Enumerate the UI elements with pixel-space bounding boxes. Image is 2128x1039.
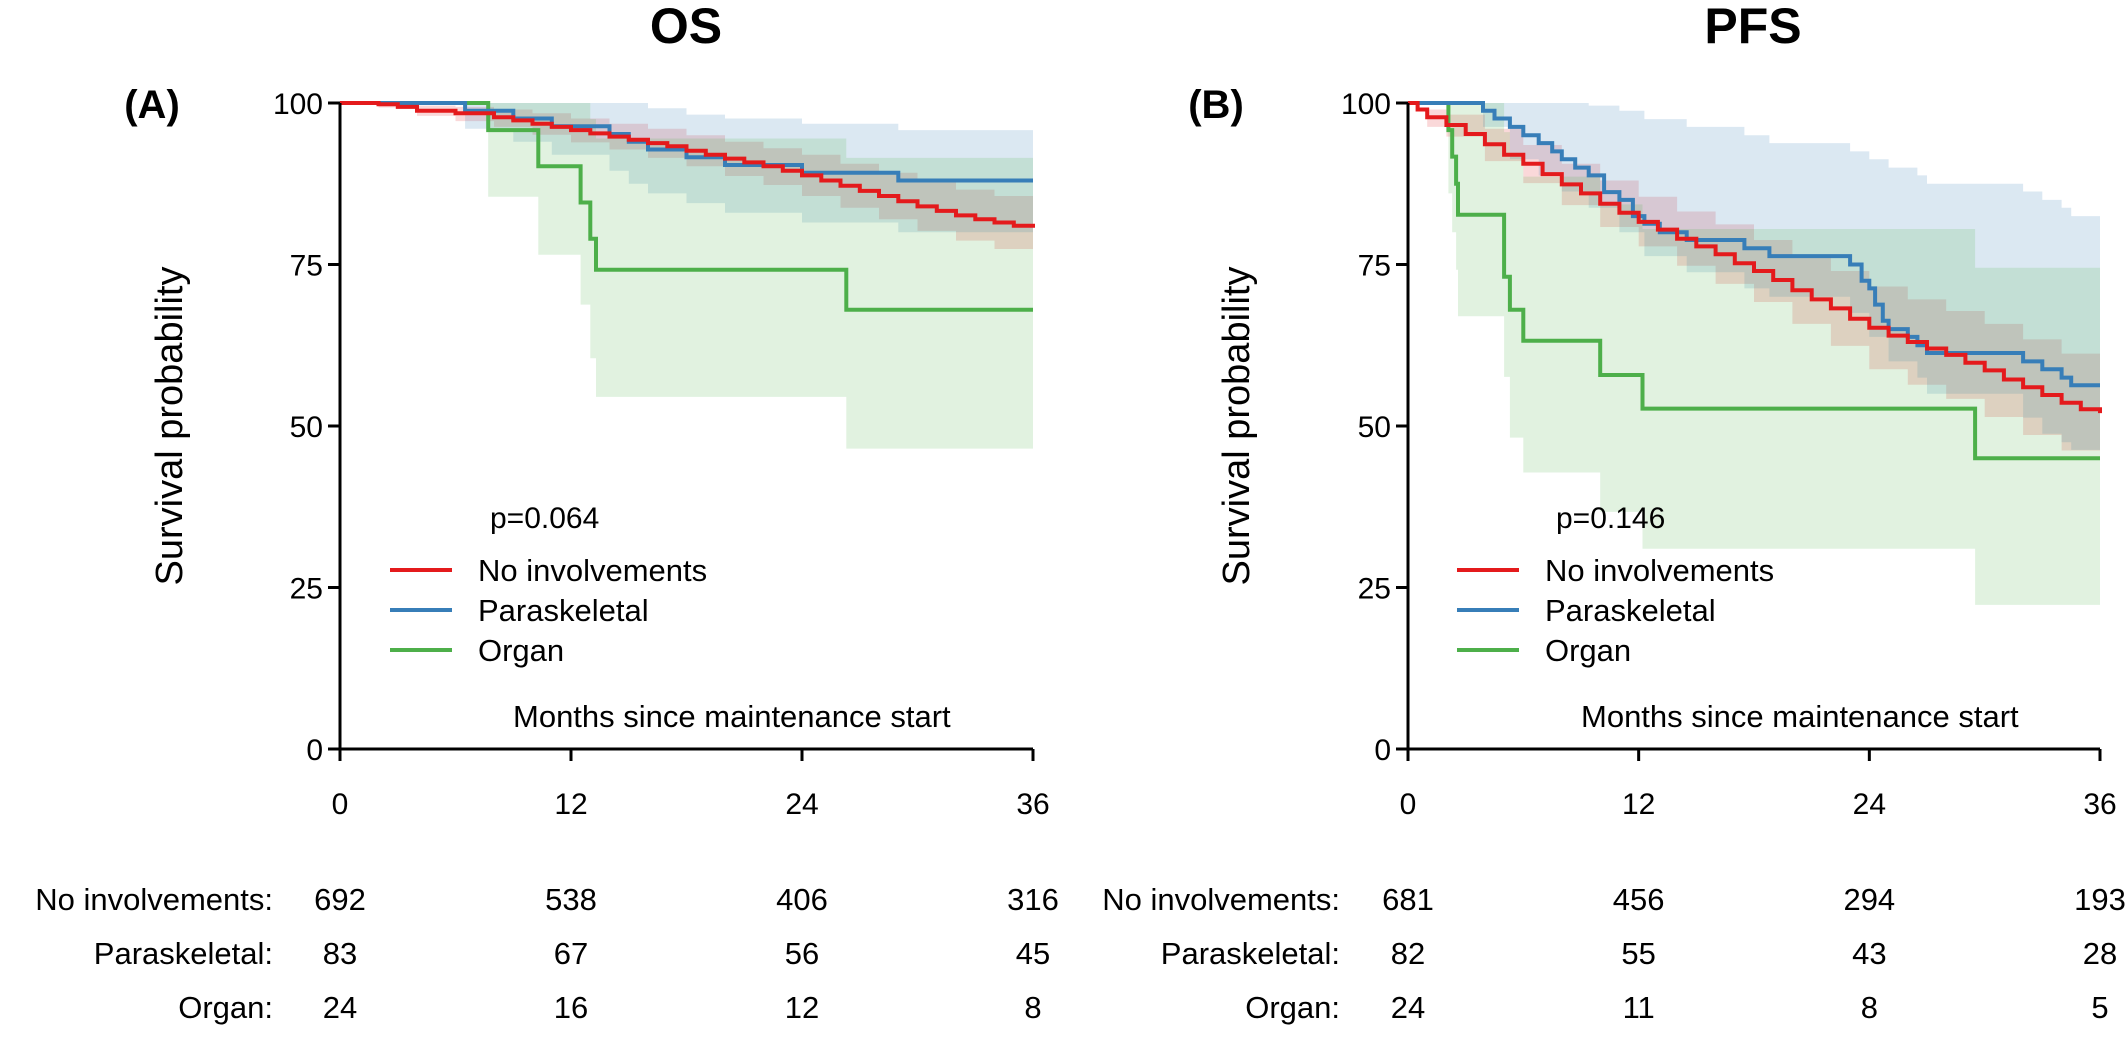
risk-value: 45 xyxy=(1016,936,1050,971)
organ-curve xyxy=(340,101,1033,312)
risk-value: 24 xyxy=(323,990,357,1025)
organ-curve xyxy=(1408,101,2100,461)
x-tick-label: 36 xyxy=(1016,788,1049,821)
legend-label-paraskeletal: Paraskeletal xyxy=(478,593,649,628)
x-tick-label: 24 xyxy=(1853,788,1886,821)
y-tick-label: 25 xyxy=(290,573,323,606)
risk-value: 193 xyxy=(2074,882,2126,917)
risk-value: 56 xyxy=(785,936,819,971)
risk-value: 28 xyxy=(2083,936,2117,971)
y-axis-label: Survival probability xyxy=(149,267,191,586)
risk-value: 67 xyxy=(554,936,588,971)
risk-value: 681 xyxy=(1382,882,1434,917)
risk-value: 294 xyxy=(1843,882,1895,917)
risk-value: 12 xyxy=(785,990,819,1025)
y-tick-label: 100 xyxy=(1341,88,1391,121)
risk-row-label: Paraskeletal: xyxy=(1161,936,1340,971)
legend: No involvements Paraskeletal Organ xyxy=(390,553,707,668)
risk-value: 316 xyxy=(1007,882,1059,917)
p-value: p=0.146 xyxy=(1556,502,1665,535)
risk-value: 8 xyxy=(1024,990,1041,1025)
risk-value: 24 xyxy=(1391,990,1425,1025)
no-involvements-curve xyxy=(1408,101,2102,414)
x-axis-label: Months since maintenance start xyxy=(1581,699,2019,734)
paraskeletal-ci-band xyxy=(340,103,1033,233)
y-tick-label: 100 xyxy=(273,88,323,121)
risk-row-label: Organ: xyxy=(178,990,273,1025)
y-tick-label: 75 xyxy=(1358,250,1391,283)
risk-table: No involvements: 692 538 406 316 Paraskeletal… xyxy=(35,882,1059,1025)
x-tick-label: 0 xyxy=(1400,788,1417,821)
y-tick-label: 50 xyxy=(1358,411,1391,444)
risk-value: 456 xyxy=(1613,882,1665,917)
risk-row-label: No involvements: xyxy=(1102,882,1340,917)
y-tick-label: 0 xyxy=(1374,734,1391,767)
legend-label-no-involvements: No involvements xyxy=(478,553,707,588)
risk-value: 55 xyxy=(1621,936,1655,971)
risk-value: 43 xyxy=(1852,936,1886,971)
legend: No involvements Paraskeletal Organ xyxy=(1457,553,1774,668)
risk-table: No involvements: 681 456 294 193 Paraskeletal… xyxy=(1102,882,2126,1025)
organ-ci-band xyxy=(1408,103,2100,605)
os-panel: 0 25 50 75 100 0 12 24 36 OS (A) Survival probabili… xyxy=(35,0,1059,1025)
no-involvements-curve xyxy=(340,101,1035,228)
x-axis-label: Months since maintenance start xyxy=(513,699,951,734)
legend-label-organ: Organ xyxy=(1545,633,1631,668)
y-tick-label: 75 xyxy=(290,250,323,283)
risk-value: 11 xyxy=(1623,990,1655,1025)
x-tick-label: 24 xyxy=(785,788,818,821)
y-tick-label: 25 xyxy=(1358,573,1391,606)
risk-value: 538 xyxy=(545,882,597,917)
risk-value: 5 xyxy=(2091,990,2108,1025)
risk-value: 406 xyxy=(776,882,828,917)
y-axis-label: Survival probability xyxy=(1216,267,1258,586)
risk-value: 83 xyxy=(323,936,357,971)
panel-letter: (A) xyxy=(124,83,180,127)
x-tick-label: 0 xyxy=(332,788,349,821)
legend-label-paraskeletal: Paraskeletal xyxy=(1545,593,1716,628)
risk-row-label: Organ: xyxy=(1245,990,1340,1025)
legend-label-organ: Organ xyxy=(478,633,564,668)
x-tick-label: 12 xyxy=(554,788,587,821)
x-tick-label: 36 xyxy=(2083,788,2116,821)
x-tick-label: 12 xyxy=(1622,788,1655,821)
panel-title: OS xyxy=(650,0,722,54)
risk-value: 16 xyxy=(554,990,588,1025)
pfs-panel: 0 25 50 75 100 0 12 24 36 PFS (B) Survival probabil… xyxy=(1102,0,2126,1025)
risk-value: 8 xyxy=(1861,990,1878,1025)
risk-row-label: Paraskeletal: xyxy=(94,936,273,971)
p-value: p=0.064 xyxy=(490,502,599,535)
legend-label-no-involvements: No involvements xyxy=(1545,553,1774,588)
y-tick-label: 50 xyxy=(290,411,323,444)
risk-row-label: No involvements: xyxy=(35,882,273,917)
risk-value: 692 xyxy=(314,882,366,917)
risk-value: 82 xyxy=(1391,936,1425,971)
panel-letter: (B) xyxy=(1188,83,1244,127)
y-tick-label: 0 xyxy=(306,734,323,767)
no-involvements-ci-band xyxy=(340,103,1033,255)
panel-title: PFS xyxy=(1704,0,1801,54)
